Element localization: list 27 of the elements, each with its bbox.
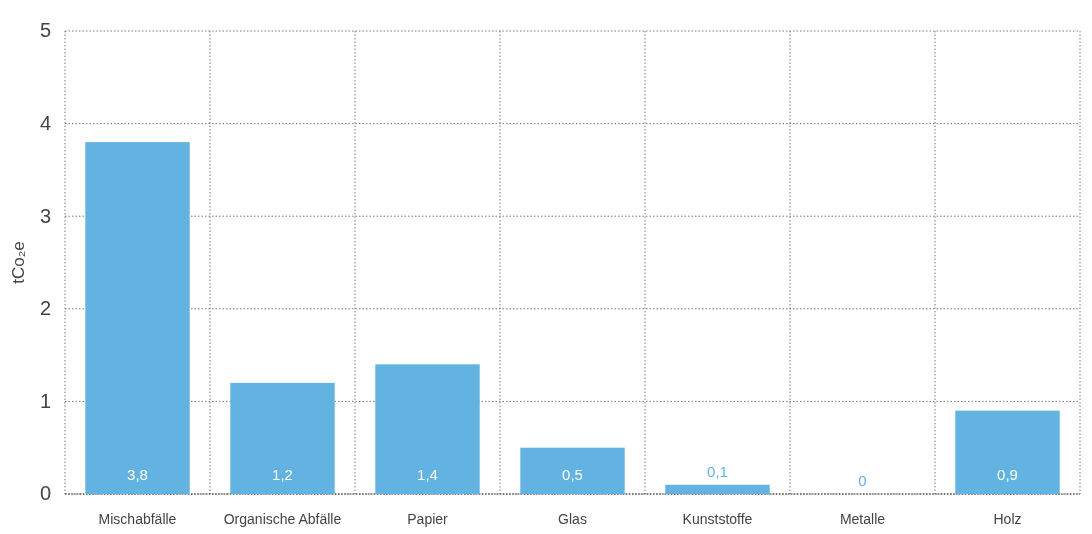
x-tick-label: Mischabfälle (98, 511, 177, 527)
y-axis-title: tCo₂e (9, 241, 28, 284)
x-tick-label: Kunststoffe (682, 511, 753, 527)
y-tick-label: 2 (39, 297, 51, 320)
x-tick-label: Holz (993, 511, 1022, 527)
bar (520, 447, 625, 494)
bar (955, 410, 1060, 494)
x-tick-label: Metalle (839, 511, 886, 527)
data-label: 0,5 (562, 466, 583, 483)
x-tick-label: Papier (407, 511, 449, 527)
y-tick-label: 5 (39, 19, 51, 42)
data-label: 1,2 (272, 466, 293, 483)
data-label: 0,1 (707, 462, 728, 480)
data-label: 0,9 (997, 466, 1018, 483)
y-tick-label: 0 (39, 482, 51, 505)
bar (665, 484, 770, 494)
data-label: 3,8 (127, 466, 148, 483)
bar (230, 382, 335, 494)
bar (85, 142, 190, 494)
data-label: 0 (858, 472, 867, 489)
data-label: 1,4 (417, 466, 438, 483)
x-tick-label: Organische Abfälle (223, 511, 342, 527)
x-tick-label: Glas (558, 511, 587, 527)
y-tick-label: 1 (39, 389, 51, 412)
y-tick-label: 4 (39, 112, 51, 134)
y-tick-label: 3 (39, 204, 51, 227)
bar (375, 364, 480, 494)
